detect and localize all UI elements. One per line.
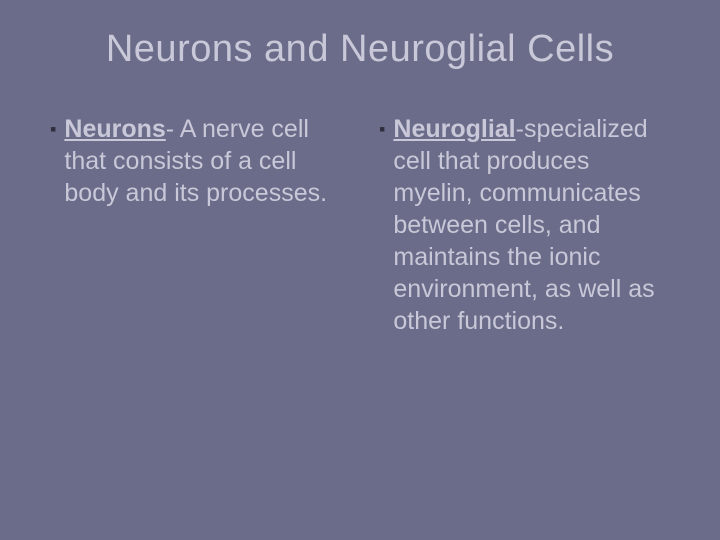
term-left: Neurons — [64, 115, 165, 143]
slide-title: Neurons and Neuroglial Cells — [50, 28, 670, 71]
entry-right: Neuroglial-specialized cell that produce… — [393, 113, 670, 337]
dash-right: - — [516, 115, 524, 143]
bullet-item: ▪ Neuroglial-specialized cell that produ… — [379, 113, 670, 337]
square-bullet-icon: ▪ — [50, 120, 56, 138]
definition-right: specialized cell that produces myelin, c… — [393, 115, 654, 335]
square-bullet-icon: ▪ — [379, 120, 385, 138]
slide: Neurons and Neuroglial Cells ▪ Neurons- … — [0, 0, 720, 540]
term-right: Neuroglial — [393, 115, 515, 143]
content-columns: ▪ Neurons- A nerve cell that consists of… — [50, 113, 670, 337]
column-left: ▪ Neurons- A nerve cell that consists of… — [50, 113, 341, 337]
bullet-item: ▪ Neurons- A nerve cell that consists of… — [50, 113, 341, 209]
dash-left: - — [166, 115, 180, 143]
entry-left: Neurons- A nerve cell that consists of a… — [64, 113, 341, 209]
column-right: ▪ Neuroglial-specialized cell that produ… — [379, 113, 670, 337]
